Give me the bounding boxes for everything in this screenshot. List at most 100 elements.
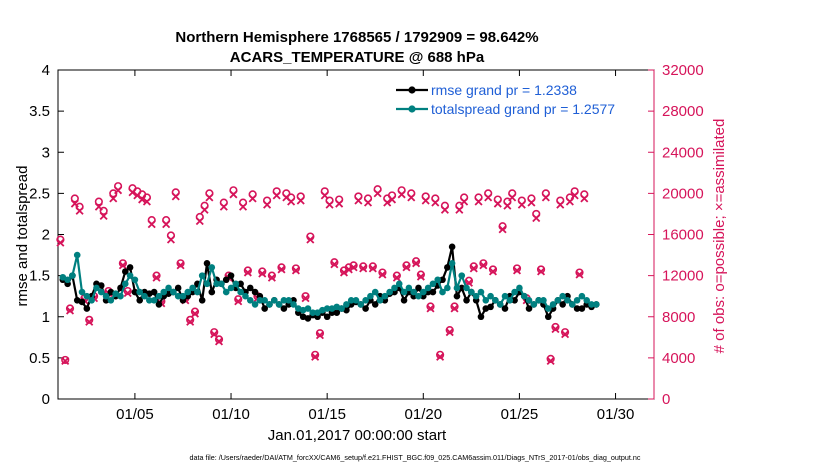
obs-assimilated-marker <box>291 266 300 275</box>
obs-assimilated-marker <box>229 190 238 199</box>
obs-assimilated-marker <box>330 260 339 269</box>
rmse-point <box>487 303 494 311</box>
rmse-point <box>251 288 259 296</box>
rmse-point <box>304 315 312 322</box>
y-right-tick-label: 0 <box>662 391 670 408</box>
obs-assimilated-marker <box>383 198 392 207</box>
obs-assimilated-marker <box>503 201 512 210</box>
rmse-point <box>559 301 566 308</box>
y-left-tick-label: 1.5 <box>29 268 50 285</box>
obs-assimilated-marker <box>99 211 108 221</box>
totalspread-point <box>170 288 177 296</box>
obs-assimilated-marker <box>421 196 430 205</box>
totalspread-point <box>270 297 278 304</box>
totalspread-point <box>525 297 533 304</box>
rmse-point <box>83 305 91 312</box>
totalspread-point <box>415 292 422 300</box>
legend: rmse grand pr = 1.2338 totalspread grand… <box>396 82 615 117</box>
obs-assimilated-marker <box>118 261 127 270</box>
y-left-tick-label: 2.5 <box>29 185 50 202</box>
obs-assimilated-marker <box>570 191 579 200</box>
rmse-point <box>155 301 163 308</box>
obs-assimilated-marker <box>70 199 79 208</box>
obs-assimilated-marker <box>426 304 435 313</box>
obs-assimilated-marker <box>416 272 425 281</box>
rmse-point <box>578 305 586 312</box>
totalspread-point <box>501 292 509 300</box>
obs-assimilated-marker <box>561 330 570 339</box>
obs-assimilated-marker <box>219 202 228 211</box>
rmse-point <box>458 284 466 292</box>
totalspread-point <box>93 284 100 292</box>
totalspread-point <box>203 280 211 288</box>
totalspread-point <box>64 276 71 284</box>
totalspread-point <box>242 292 249 300</box>
totalspread-point <box>343 301 350 308</box>
obs-assimilated-marker <box>402 263 411 272</box>
obs-assimilated-marker <box>94 202 103 211</box>
rmse-point <box>208 288 216 296</box>
rmse-point <box>323 313 331 321</box>
totalspread-point <box>593 301 600 308</box>
obs-assimilated-marker <box>460 197 469 206</box>
obs-possible-marker <box>109 189 118 198</box>
totalspread-point <box>544 305 552 312</box>
obs-assimilated-marker <box>493 199 502 208</box>
rmse-point <box>198 297 206 304</box>
totalspread-point <box>261 297 268 304</box>
totalspread-point <box>448 259 456 267</box>
totalspread-point <box>588 301 595 308</box>
rmse-point <box>400 297 408 304</box>
x-tick-label: 01/20 <box>405 406 443 423</box>
rmse-point <box>415 284 422 292</box>
obs-possible-marker <box>61 355 70 365</box>
totalspread-point <box>136 288 144 296</box>
obs-assimilated-marker <box>488 267 498 276</box>
rmse-point <box>246 284 254 292</box>
totalspread-point <box>266 301 273 308</box>
obs-assimilated-marker <box>575 270 584 279</box>
obs-assimilated-marker <box>138 195 147 204</box>
obs-assimilated-marker <box>272 191 281 200</box>
totalspread-point <box>198 272 206 279</box>
obs-assimilated-marker <box>85 317 94 326</box>
error-lines <box>59 243 600 322</box>
obs-assimilated-marker <box>176 261 185 270</box>
obs-assimilated-marker <box>580 194 589 203</box>
totalspread-point <box>83 292 91 300</box>
totalspread-point <box>117 292 124 300</box>
totalspread-point <box>150 297 158 304</box>
totalspread-point <box>511 288 518 296</box>
x-tick-label: 01/25 <box>501 406 539 423</box>
legend-spread-marker <box>408 105 416 113</box>
rmse-point <box>429 288 437 296</box>
obs-assimilated-marker <box>363 198 373 207</box>
totalspread-point <box>477 288 485 296</box>
totalspread-point <box>487 292 494 300</box>
totalspread-point <box>520 292 528 300</box>
totalspread-point <box>146 297 153 304</box>
totalspread-point <box>251 301 259 308</box>
totalspread-point <box>381 292 389 300</box>
obs-assimilated-marker <box>479 261 488 270</box>
totalspread-point <box>160 288 168 296</box>
totalspread-point <box>237 288 244 296</box>
totalspread-point <box>568 301 576 308</box>
rmse-point <box>573 305 581 312</box>
y-left-tick-label: 3 <box>42 144 50 161</box>
y-left-tick-label: 1 <box>42 309 50 326</box>
totalspread-point <box>453 284 461 292</box>
obs-assimilated-marker <box>512 266 522 275</box>
obs-assimilated-marker <box>186 317 195 326</box>
obs-assimilated-marker <box>114 186 123 195</box>
totalspread-point <box>434 276 442 284</box>
x-tick-label: 01/30 <box>597 406 635 423</box>
totalspread-point <box>338 305 345 312</box>
obs-assimilated-marker <box>152 273 161 282</box>
obs-assimilated-marker <box>239 202 248 211</box>
y-right-tick-label: 16000 <box>662 227 704 244</box>
y-right-tick-label: 12000 <box>662 268 704 285</box>
totalspread-point <box>73 251 81 259</box>
totalspread-point <box>126 272 134 279</box>
totalspread-point <box>400 288 408 296</box>
